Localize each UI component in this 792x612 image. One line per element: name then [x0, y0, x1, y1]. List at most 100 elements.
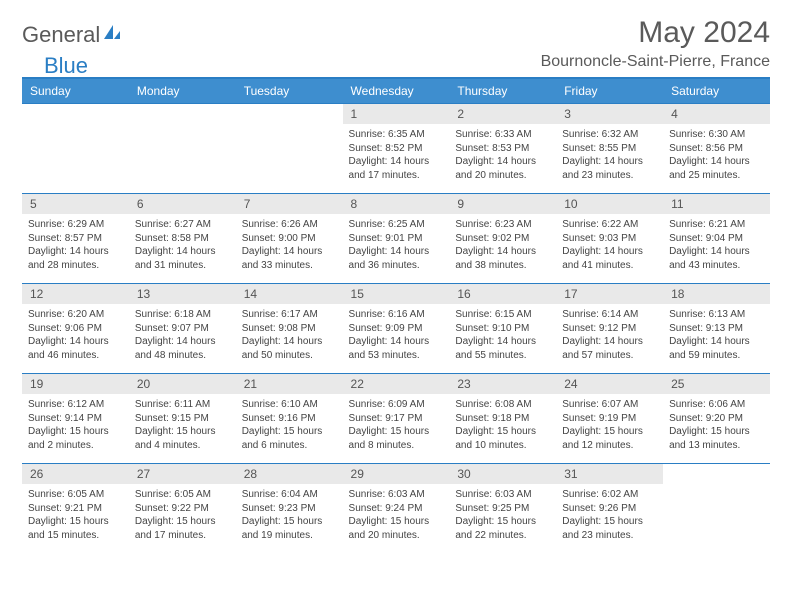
- calendar-cell: 12Sunrise: 6:20 AMSunset: 9:06 PMDayligh…: [22, 284, 129, 374]
- calendar-cell: 9Sunrise: 6:23 AMSunset: 9:02 PMDaylight…: [449, 194, 556, 284]
- sunset-line: Sunset: 9:18 PM: [455, 412, 550, 426]
- sunrise-line: Sunrise: 6:14 AM: [562, 308, 657, 322]
- calendar-cell: 13Sunrise: 6:18 AMSunset: 9:07 PMDayligh…: [129, 284, 236, 374]
- calendar-cell: 24Sunrise: 6:07 AMSunset: 9:19 PMDayligh…: [556, 374, 663, 464]
- daylight-line: Daylight: 15 hours and 15 minutes.: [28, 515, 123, 542]
- calendar-header-row: SundayMondayTuesdayWednesdayThursdayFrid…: [22, 78, 770, 104]
- day-number: 7: [236, 194, 343, 214]
- daylight-line: Daylight: 14 hours and 20 minutes.: [455, 155, 550, 182]
- sunrise-line: Sunrise: 6:22 AM: [562, 218, 657, 232]
- sunrise-line: Sunrise: 6:29 AM: [28, 218, 123, 232]
- sunrise-line: Sunrise: 6:12 AM: [28, 398, 123, 412]
- sunset-line: Sunset: 9:17 PM: [349, 412, 444, 426]
- sunset-line: Sunset: 9:02 PM: [455, 232, 550, 246]
- day-number: 6: [129, 194, 236, 214]
- daylight-line: Daylight: 14 hours and 38 minutes.: [455, 245, 550, 272]
- day-number: 24: [556, 374, 663, 394]
- calendar-cell: 27Sunrise: 6:05 AMSunset: 9:22 PMDayligh…: [129, 464, 236, 554]
- day-details: Sunrise: 6:16 AMSunset: 9:09 PMDaylight:…: [343, 304, 450, 364]
- calendar-week: 19Sunrise: 6:12 AMSunset: 9:14 PMDayligh…: [22, 374, 770, 464]
- day-details: Sunrise: 6:07 AMSunset: 9:19 PMDaylight:…: [556, 394, 663, 454]
- sunrise-line: Sunrise: 6:18 AM: [135, 308, 230, 322]
- day-number: 8: [343, 194, 450, 214]
- day-number: 5: [22, 194, 129, 214]
- daylight-line: Daylight: 15 hours and 6 minutes.: [242, 425, 337, 452]
- calendar-cell: 19Sunrise: 6:12 AMSunset: 9:14 PMDayligh…: [22, 374, 129, 464]
- daylight-line: Daylight: 15 hours and 13 minutes.: [669, 425, 764, 452]
- calendar-week: 1Sunrise: 6:35 AMSunset: 8:52 PMDaylight…: [22, 104, 770, 194]
- day-number: 13: [129, 284, 236, 304]
- daylight-line: Daylight: 15 hours and 23 minutes.: [562, 515, 657, 542]
- calendar-cell: 17Sunrise: 6:14 AMSunset: 9:12 PMDayligh…: [556, 284, 663, 374]
- sunset-line: Sunset: 9:24 PM: [349, 502, 444, 516]
- day-details: Sunrise: 6:29 AMSunset: 8:57 PMDaylight:…: [22, 214, 129, 274]
- calendar-cell: 16Sunrise: 6:15 AMSunset: 9:10 PMDayligh…: [449, 284, 556, 374]
- day-details: Sunrise: 6:03 AMSunset: 9:25 PMDaylight:…: [449, 484, 556, 544]
- sunset-line: Sunset: 9:21 PM: [28, 502, 123, 516]
- calendar-cell: [236, 104, 343, 194]
- calendar-cell: 25Sunrise: 6:06 AMSunset: 9:20 PMDayligh…: [663, 374, 770, 464]
- calendar-cell: 14Sunrise: 6:17 AMSunset: 9:08 PMDayligh…: [236, 284, 343, 374]
- calendar-cell: [22, 104, 129, 194]
- sunrise-line: Sunrise: 6:13 AM: [669, 308, 764, 322]
- calendar-body: 1Sunrise: 6:35 AMSunset: 8:52 PMDaylight…: [22, 104, 770, 554]
- calendar-table: SundayMondayTuesdayWednesdayThursdayFrid…: [22, 77, 770, 554]
- daylight-line: Daylight: 14 hours and 23 minutes.: [562, 155, 657, 182]
- sunset-line: Sunset: 9:12 PM: [562, 322, 657, 336]
- sunset-line: Sunset: 9:06 PM: [28, 322, 123, 336]
- location: Bournoncle-Saint-Pierre, France: [541, 53, 770, 71]
- day-details: Sunrise: 6:05 AMSunset: 9:22 PMDaylight:…: [129, 484, 236, 544]
- day-details: Sunrise: 6:21 AMSunset: 9:04 PMDaylight:…: [663, 214, 770, 274]
- daylight-line: Daylight: 15 hours and 19 minutes.: [242, 515, 337, 542]
- day-details: Sunrise: 6:06 AMSunset: 9:20 PMDaylight:…: [663, 394, 770, 454]
- day-number: 22: [343, 374, 450, 394]
- day-number: 12: [22, 284, 129, 304]
- day-number: 2: [449, 104, 556, 124]
- day-number: 1: [343, 104, 450, 124]
- day-number-empty: [129, 104, 236, 124]
- sunset-line: Sunset: 9:19 PM: [562, 412, 657, 426]
- sunrise-line: Sunrise: 6:06 AM: [669, 398, 764, 412]
- day-details: Sunrise: 6:02 AMSunset: 9:26 PMDaylight:…: [556, 484, 663, 544]
- sunset-line: Sunset: 9:26 PM: [562, 502, 657, 516]
- calendar-cell: [663, 464, 770, 554]
- daylight-line: Daylight: 14 hours and 43 minutes.: [669, 245, 764, 272]
- logo: General: [22, 16, 122, 48]
- day-details: Sunrise: 6:10 AMSunset: 9:16 PMDaylight:…: [236, 394, 343, 454]
- daylight-line: Daylight: 14 hours and 59 minutes.: [669, 335, 764, 362]
- day-number: 29: [343, 464, 450, 484]
- calendar-cell: 2Sunrise: 6:33 AMSunset: 8:53 PMDaylight…: [449, 104, 556, 194]
- day-details: Sunrise: 6:14 AMSunset: 9:12 PMDaylight:…: [556, 304, 663, 364]
- calendar-cell: 8Sunrise: 6:25 AMSunset: 9:01 PMDaylight…: [343, 194, 450, 284]
- sunrise-line: Sunrise: 6:35 AM: [349, 128, 444, 142]
- day-details: Sunrise: 6:08 AMSunset: 9:18 PMDaylight:…: [449, 394, 556, 454]
- day-number: 9: [449, 194, 556, 214]
- sunrise-line: Sunrise: 6:05 AM: [135, 488, 230, 502]
- sunrise-line: Sunrise: 6:15 AM: [455, 308, 550, 322]
- sunset-line: Sunset: 9:07 PM: [135, 322, 230, 336]
- day-header: Tuesday: [236, 78, 343, 104]
- daylight-line: Daylight: 14 hours and 31 minutes.: [135, 245, 230, 272]
- calendar-cell: 28Sunrise: 6:04 AMSunset: 9:23 PMDayligh…: [236, 464, 343, 554]
- sunset-line: Sunset: 9:10 PM: [455, 322, 550, 336]
- day-number: 23: [449, 374, 556, 394]
- day-details: Sunrise: 6:35 AMSunset: 8:52 PMDaylight:…: [343, 124, 450, 184]
- daylight-line: Daylight: 14 hours and 46 minutes.: [28, 335, 123, 362]
- sunset-line: Sunset: 9:13 PM: [669, 322, 764, 336]
- sunrise-line: Sunrise: 6:25 AM: [349, 218, 444, 232]
- sunset-line: Sunset: 9:09 PM: [349, 322, 444, 336]
- calendar-page: General May 2024 Bournoncle-Saint-Pierre…: [0, 0, 792, 566]
- day-details: Sunrise: 6:30 AMSunset: 8:56 PMDaylight:…: [663, 124, 770, 184]
- day-details: Sunrise: 6:11 AMSunset: 9:15 PMDaylight:…: [129, 394, 236, 454]
- sunset-line: Sunset: 9:15 PM: [135, 412, 230, 426]
- day-header: Monday: [129, 78, 236, 104]
- sunset-line: Sunset: 8:53 PM: [455, 142, 550, 156]
- sunrise-line: Sunrise: 6:05 AM: [28, 488, 123, 502]
- daylight-line: Daylight: 14 hours and 36 minutes.: [349, 245, 444, 272]
- daylight-line: Daylight: 15 hours and 8 minutes.: [349, 425, 444, 452]
- daylight-line: Daylight: 14 hours and 50 minutes.: [242, 335, 337, 362]
- day-details: Sunrise: 6:27 AMSunset: 8:58 PMDaylight:…: [129, 214, 236, 274]
- day-details: Sunrise: 6:20 AMSunset: 9:06 PMDaylight:…: [22, 304, 129, 364]
- day-number: 20: [129, 374, 236, 394]
- daylight-line: Daylight: 15 hours and 10 minutes.: [455, 425, 550, 452]
